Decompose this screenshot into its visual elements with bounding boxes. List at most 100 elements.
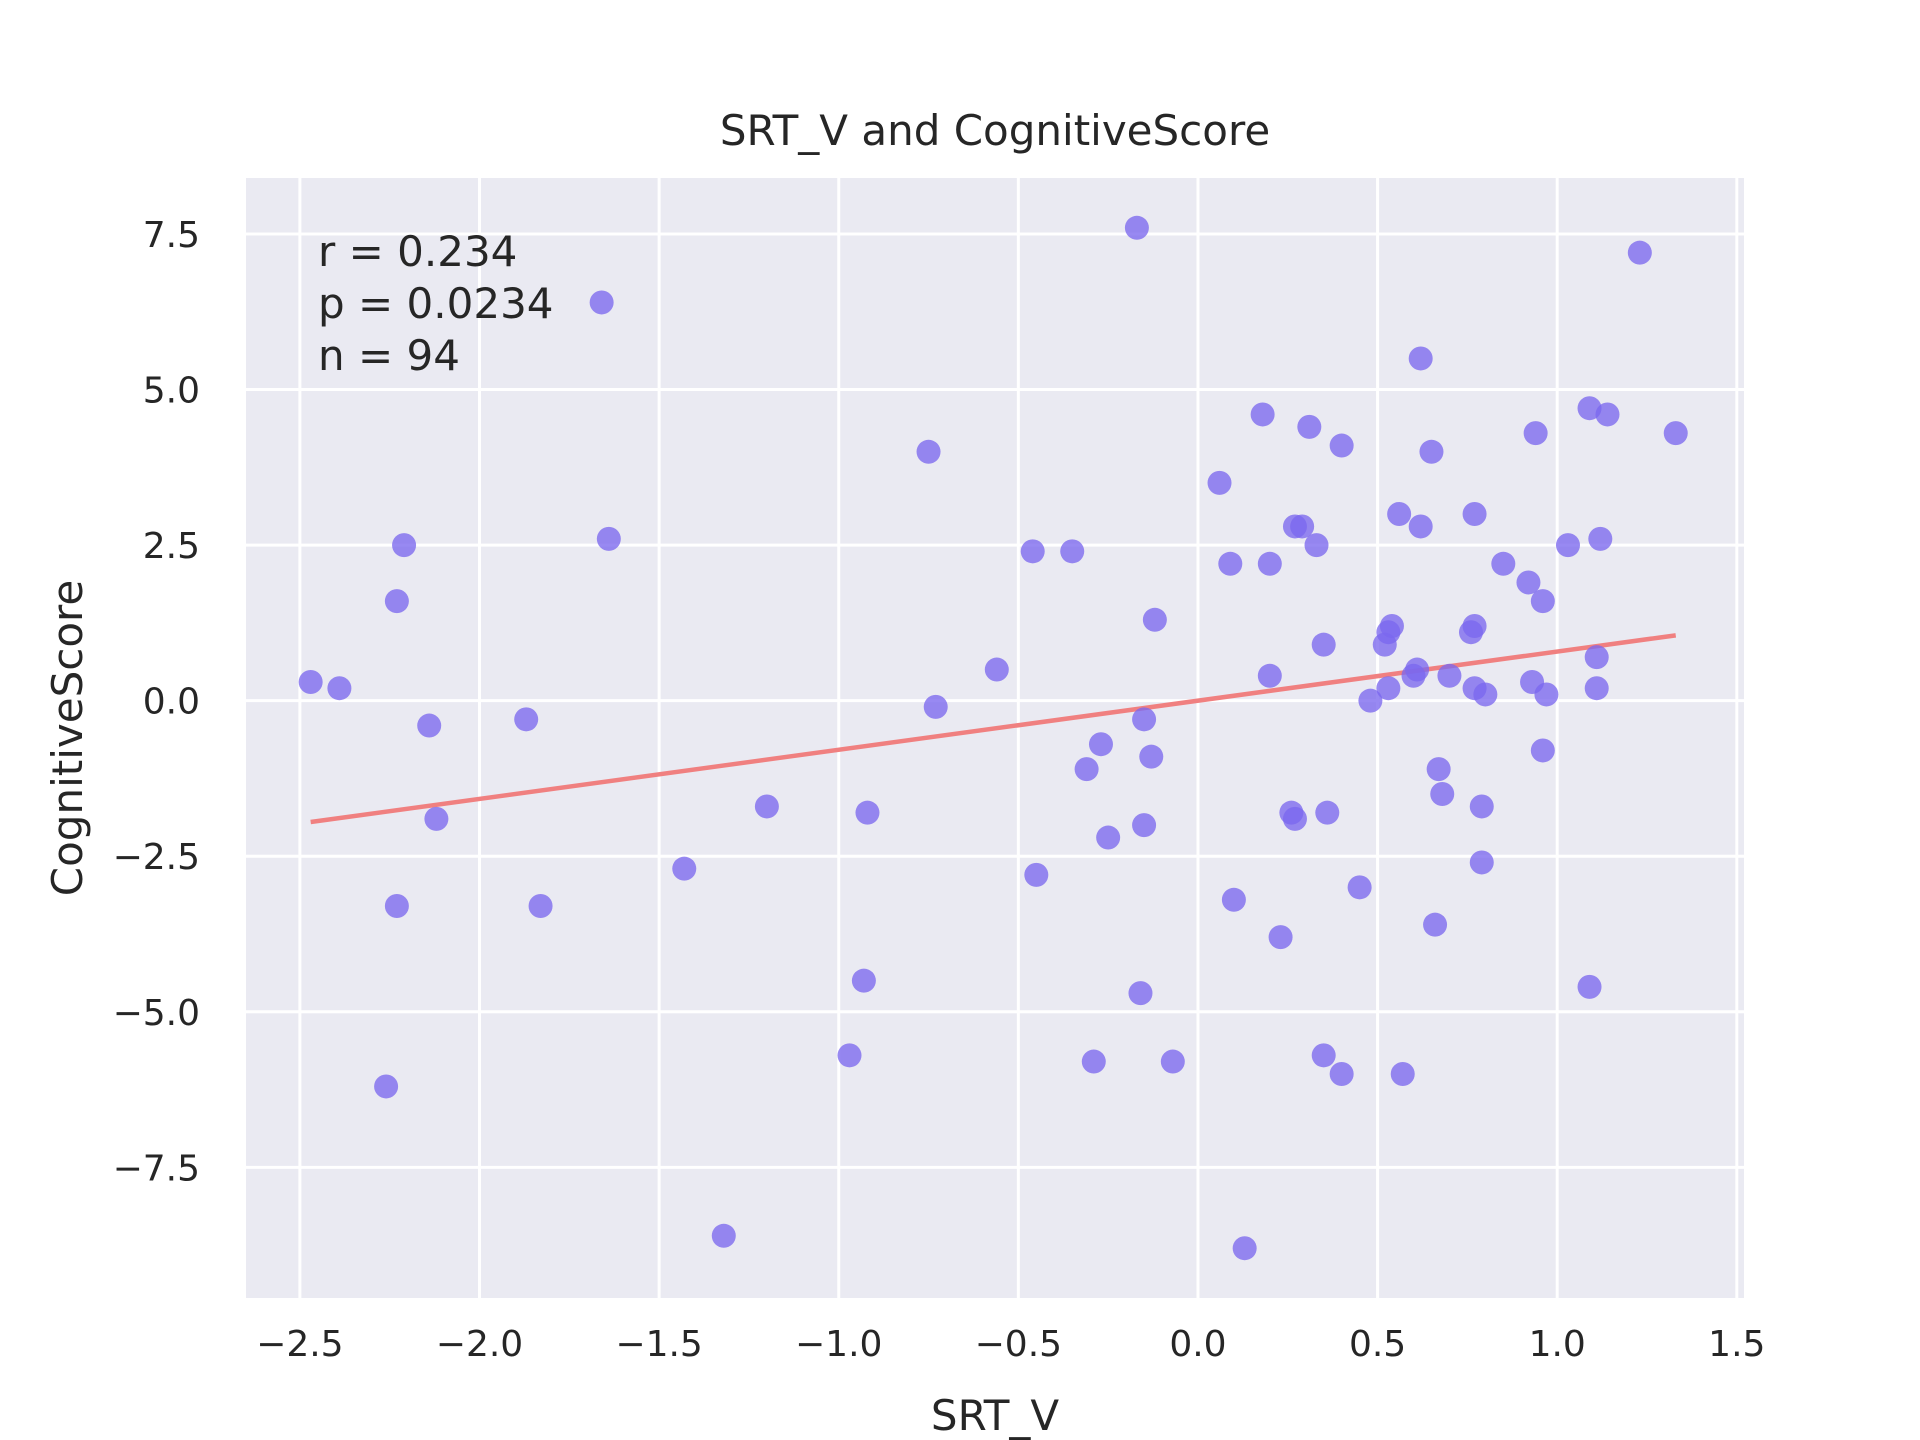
scatter-point [1257,663,1282,688]
scatter-point [1426,757,1451,782]
annotation-p: p = 0.0234 [318,279,554,328]
scatter-point [1408,346,1433,371]
y-tick-label: 7.5 [143,215,200,256]
scatter-point [754,794,779,819]
scatter-point [1577,974,1602,999]
scatter-point [1584,645,1609,670]
scatter-point [1311,1043,1336,1068]
scatter-point [1060,539,1085,564]
scatter-point [1096,825,1121,850]
scatter-point [1207,470,1232,495]
scatter-point [1257,551,1282,576]
scatter-point [424,806,449,831]
scatter-point [916,439,941,464]
scatter-point [417,713,442,738]
scatter-point [1390,1062,1415,1086]
scatter-point [1128,981,1153,1006]
scatter-point [1555,533,1580,558]
scatter-point [1221,887,1246,912]
scatter-point [1329,1062,1354,1086]
scatter-point [1423,912,1448,937]
scatter-point [298,670,323,694]
scatter-point [384,589,409,614]
y-tick-label: −7.5 [113,1148,200,1189]
scatter-point [1430,782,1455,806]
scatter-point [1663,421,1688,446]
x-tick-label: 0.5 [1349,1324,1406,1365]
y-tick-label: −2.5 [113,837,200,878]
scatter-point [1462,614,1487,638]
y-tick-label: 0.0 [143,682,200,723]
scatter-point [1376,676,1401,701]
y-tick-labels: 7.5 5.0 2.5 0.0 −2.5 −5.0 −7.5 [113,215,200,1189]
scatter-point [1074,757,1099,782]
scatter-point [1142,607,1167,632]
scatter-point [1132,813,1157,838]
scatter-point [923,694,948,719]
scatter-point [984,657,1009,682]
scatter-point [1491,551,1516,576]
scatter-point [1523,421,1548,446]
scatter-point [1469,850,1494,875]
data-points [298,215,1688,1261]
scatter-point [1160,1049,1185,1074]
scatter-point [1584,676,1609,701]
scatter-point [855,800,880,825]
scatter-point [1627,240,1652,265]
x-axis-label: SRT_V [931,1391,1059,1440]
scatter-point [1387,502,1412,526]
scatter-point [1595,402,1620,427]
scatter-point [1081,1049,1106,1074]
scatter-point [1516,570,1541,595]
annotation-n: n = 94 [318,331,460,380]
plot-background [246,178,1744,1298]
scatter-point [384,894,409,918]
scatter-point [1250,402,1275,427]
scatter-point [1405,657,1430,682]
scatter-point [1232,1236,1257,1261]
annotation-r: r = 0.234 [318,227,517,276]
scatter-point [514,707,539,732]
x-tick-label: −1.5 [615,1324,702,1365]
x-tick-label: 0.0 [1169,1324,1226,1365]
scatter-point [596,526,621,551]
x-tick-label: −1.0 [795,1324,882,1365]
scatter-point [374,1074,399,1099]
scatter-point [1358,688,1383,713]
x-tick-label: −2.5 [256,1324,343,1365]
x-tick-label: −0.5 [975,1324,1062,1365]
scatter-point [1020,539,1045,564]
scatter-point [392,533,417,558]
scatter-point [1132,707,1157,732]
scatter-point [1297,414,1322,439]
scatter-point [1139,744,1164,769]
scatter-point [1282,806,1307,831]
scatter-point [1530,738,1555,763]
scatter-point [1088,732,1113,757]
x-tick-labels: −2.5 −2.0 −1.5 −1.0 −0.5 0.0 0.5 1.0 1.5 [256,1324,1765,1365]
scatter-point [1588,526,1613,551]
scatter-point [1462,502,1487,526]
x-tick-label: 1.0 [1529,1324,1586,1365]
scatter-point [1408,514,1433,539]
scatter-point [1530,589,1555,614]
scatter-point [1024,862,1049,887]
scatter-point [1534,682,1559,707]
scatter-point [1473,682,1498,707]
scatter-point [1218,551,1243,576]
scatter-point [589,290,614,315]
scatter-point [1315,800,1340,825]
y-tick-label: 5.0 [143,371,200,412]
scatter-point [1469,794,1494,819]
scatter-point [1311,632,1336,657]
scatter-point [672,856,697,881]
scatter-point [1290,514,1315,539]
scatter-point [528,894,553,918]
scatter-point [711,1223,736,1248]
y-tick-label: −5.0 [113,993,200,1034]
scatter-point [327,676,352,701]
scatter-point [1304,533,1329,558]
scatter-point [1379,614,1404,638]
scatter-point [1419,439,1444,464]
